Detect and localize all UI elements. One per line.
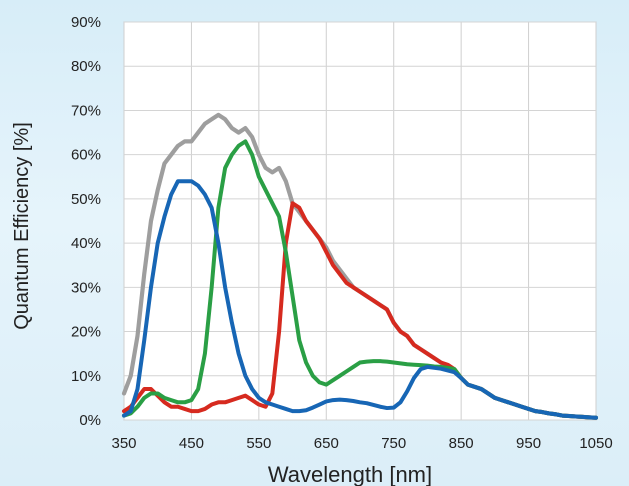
x-axis-label: Wavelength [nm] (268, 462, 432, 486)
x-tick-label: 950 (516, 435, 541, 452)
x-tick-label: 550 (246, 435, 271, 452)
y-tick-label: 20% (71, 324, 101, 341)
plot-area (123, 21, 597, 421)
y-tick-label: 0% (79, 412, 101, 429)
x-tick-label: 750 (381, 435, 406, 452)
y-tick-label: 90% (71, 14, 101, 31)
x-tick-label: 450 (179, 435, 204, 452)
y-tick-label: 60% (71, 147, 101, 164)
x-axis-ticks: 350 450 550 650 750 850 950 1050 (111, 435, 612, 452)
x-tick-label: 1050 (579, 435, 612, 452)
y-tick-label: 80% (71, 58, 101, 75)
x-tick-label: 850 (449, 435, 474, 452)
y-axis-label: Quantum Efficiency [%] (11, 122, 33, 330)
y-axis-ticks: 0% 10% 20% 30% 40% 50% 60% 70% 80% 90% (71, 14, 101, 429)
y-tick-label: 50% (71, 191, 101, 208)
x-tick-label: 650 (314, 435, 339, 452)
grid-lines (123, 21, 597, 421)
y-tick-label: 30% (71, 279, 101, 296)
x-tick-label: 350 (111, 435, 136, 452)
y-tick-label: 40% (71, 235, 101, 252)
y-tick-label: 70% (71, 102, 101, 119)
y-tick-label: 10% (71, 368, 101, 385)
series-line (122, 179, 598, 420)
series-lines (121, 112, 599, 420)
